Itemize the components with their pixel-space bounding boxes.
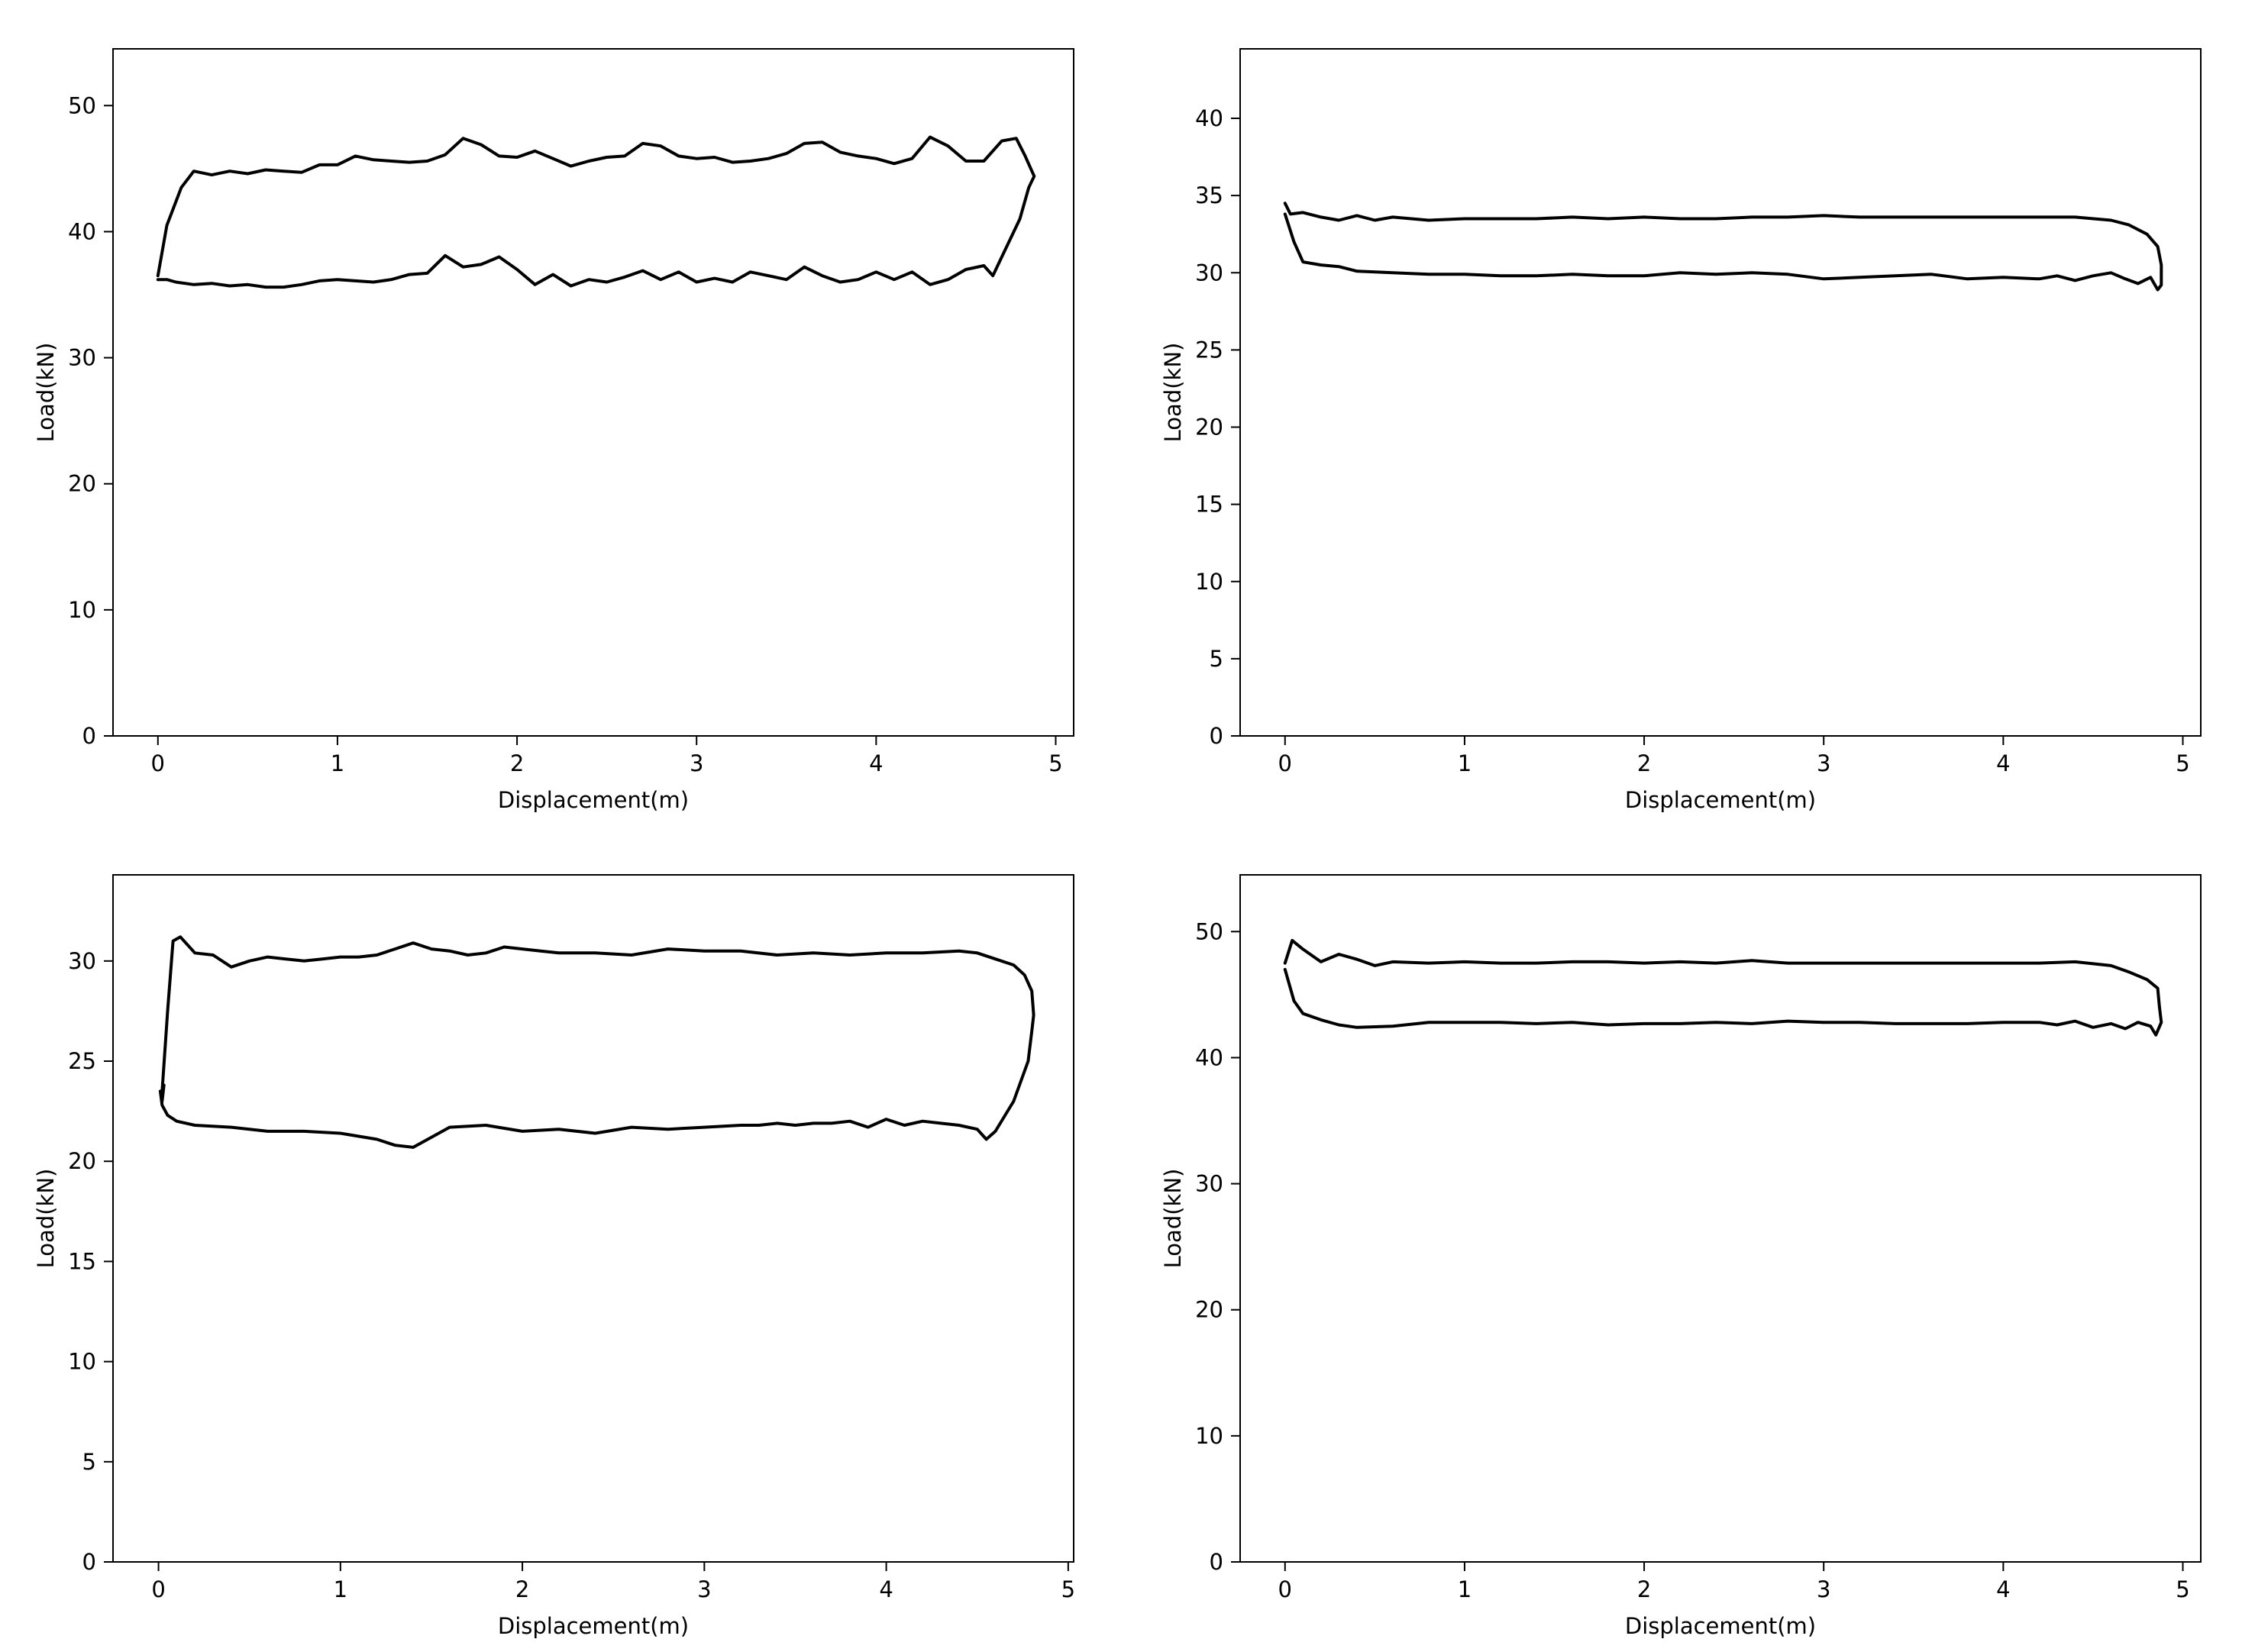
x-axis-label: Displacement(m): [1625, 1613, 1816, 1639]
chart-panel-3: 0 1 2 3 4 5 0 5 10 15 20 25 30 Displacement(m) Load(kN…: [33, 874, 1075, 1639]
y-tick-label: 20: [68, 471, 96, 497]
x-tick-label: 0: [1278, 750, 1292, 776]
y-tick-label: 20: [1195, 415, 1223, 440]
y-tick-label: 40: [1195, 1044, 1223, 1070]
x-tick-label: 5: [1048, 750, 1062, 776]
y-tick-label: 0: [1210, 723, 1223, 749]
y-tick-label: 10: [68, 1349, 96, 1375]
y-tick-label: 30: [1195, 260, 1223, 286]
series-line: [158, 935, 1035, 1149]
y-axis-label: Load(kN): [1160, 1169, 1186, 1269]
y-tick-label: 15: [1195, 492, 1223, 518]
x-tick-label: 3: [1817, 1576, 1830, 1602]
plot-frame: [1239, 874, 2202, 1563]
y-tick-label: 35: [1195, 182, 1223, 208]
x-tick-label: 0: [1278, 1576, 1292, 1602]
y-tick-label: 50: [68, 92, 96, 118]
y-tick-label: 10: [1195, 569, 1223, 595]
series-line: [156, 135, 1036, 289]
y-tick-label: 5: [82, 1449, 96, 1475]
x-tick-label: 1: [1458, 750, 1472, 776]
y-tick-label: 30: [68, 345, 96, 371]
x-tick-label: 5: [2176, 1576, 2189, 1602]
y-tick-label: 40: [1195, 105, 1223, 131]
series-line: [1283, 938, 2163, 1037]
x-tick-label: 1: [334, 1576, 347, 1602]
y-tick-label: 30: [68, 948, 96, 974]
y-tick-label: 40: [68, 218, 96, 244]
plot-frame: [1239, 48, 2202, 737]
x-tick-label: 1: [331, 750, 344, 776]
x-tick-label: 2: [1637, 750, 1651, 776]
y-tick-label: 20: [1195, 1297, 1223, 1323]
x-tick-label: 3: [697, 1576, 711, 1602]
y-tick-label: 0: [1210, 1549, 1223, 1575]
y-tick-label: 10: [68, 597, 96, 623]
chart-panel-2: 0 1 2 3 4 5 0 5 10 15 20 25 30 35 40 Displacement(m) Loa…: [1160, 48, 2202, 813]
x-tick-label: 2: [510, 750, 524, 776]
x-axis-label: Displacement(m): [498, 787, 689, 813]
y-axis-label: Load(kN): [33, 343, 59, 443]
y-tick-label: 0: [82, 1549, 96, 1575]
y-axis-label: Load(kN): [33, 1169, 59, 1269]
x-tick-label: 4: [1996, 750, 2010, 776]
x-tick-label: 2: [515, 1576, 529, 1602]
x-tick-label: 4: [869, 750, 883, 776]
y-axis-label: Load(kN): [1160, 343, 1186, 443]
series-line: [1283, 202, 2163, 292]
x-tick-label: 3: [690, 750, 703, 776]
y-tick-label: 5: [1210, 646, 1223, 672]
x-tick-label: 4: [1996, 1576, 2010, 1602]
y-tick-label: 30: [1195, 1171, 1223, 1197]
x-tick-label: 2: [1637, 1576, 1651, 1602]
x-tick-label: 4: [879, 1576, 893, 1602]
y-tick-label: 50: [1195, 918, 1223, 944]
plot-frame: [112, 874, 1074, 1563]
x-tick-label: 0: [151, 1576, 165, 1602]
y-tick-label: 25: [68, 1048, 96, 1074]
x-tick-label: 0: [151, 750, 165, 776]
y-tick-label: 20: [68, 1148, 96, 1174]
y-tick-label: 25: [1195, 337, 1223, 363]
x-tick-label: 5: [2176, 750, 2189, 776]
y-tick-label: 0: [82, 723, 96, 749]
x-axis-label: Displacement(m): [498, 1613, 689, 1639]
x-tick-label: 3: [1817, 750, 1830, 776]
x-tick-label: 5: [1061, 1576, 1075, 1602]
plot-frame: [112, 48, 1074, 737]
x-tick-label: 1: [1458, 1576, 1472, 1602]
y-tick-label: 10: [1195, 1423, 1223, 1449]
y-tick-label: 15: [68, 1248, 96, 1274]
x-axis-label: Displacement(m): [1625, 787, 1816, 813]
